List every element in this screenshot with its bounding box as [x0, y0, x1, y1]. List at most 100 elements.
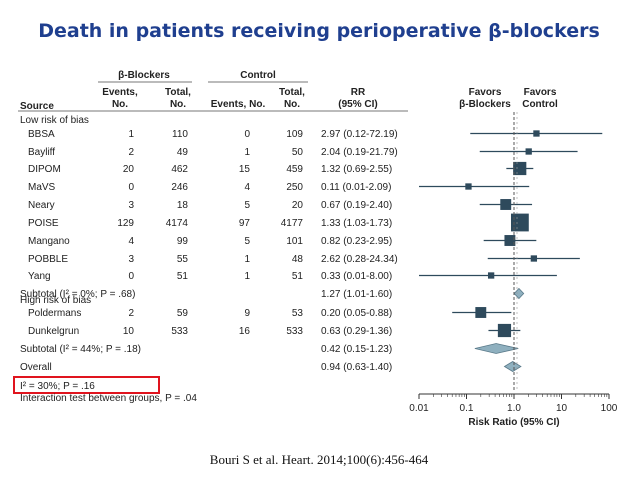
- row-bb-events: 1: [128, 129, 134, 140]
- point-estimate-marker: [497, 323, 512, 338]
- point-estimate-marker: [465, 183, 472, 190]
- row-bb-events: 2: [128, 308, 134, 319]
- row-rr-ci: 0.42 (0.15-1.23): [321, 344, 392, 355]
- footer-interaction-test: Interaction test between groups, P = .04: [20, 393, 197, 404]
- plot-area: 0.01 0.1 1.0 10 100 Risk Ratio (95% CI): [409, 112, 618, 428]
- i2-highlight-box: [13, 376, 160, 394]
- row-control-total: 4177: [281, 218, 304, 229]
- row-bb-total: 246: [171, 182, 188, 193]
- row-rr-ci: 1.32 (0.69-2.55): [321, 164, 392, 175]
- header-favors-control-1: Favors: [524, 87, 557, 98]
- row-bb-events: 10: [123, 326, 135, 337]
- header-control-total-2: No.: [284, 99, 300, 110]
- row-bb-total: 462: [171, 164, 188, 175]
- row-bb-total: 533: [171, 326, 188, 337]
- x-axis-tick-label: 1.0: [507, 403, 521, 414]
- point-estimate-marker: [533, 130, 540, 137]
- row-source: Overall: [20, 362, 52, 373]
- row-bb-events: 3: [128, 254, 134, 265]
- x-axis-label: Risk Ratio (95% CI): [468, 417, 559, 428]
- header-control-events: Events, No.: [211, 99, 266, 110]
- row-source: POBBLE: [28, 254, 68, 265]
- row-bb-total: 49: [177, 147, 189, 158]
- row-control-total: 533: [286, 326, 303, 337]
- row-source: Bayliff: [28, 147, 55, 158]
- row-source: Subtotal (I² = 44%; P = .18): [20, 344, 141, 355]
- row-bb-events: 0: [128, 182, 134, 193]
- row-bb-total: 51: [177, 271, 189, 282]
- row-rr-ci: 0.20 (0.05-0.88): [321, 308, 392, 319]
- x-axis-tick-label: 0.1: [460, 403, 474, 414]
- point-estimate-marker: [475, 307, 487, 318]
- row-rr-ci: 2.97 (0.12-72.19): [321, 129, 398, 140]
- row-rr-ci: 2.04 (0.19-21.79): [321, 147, 398, 158]
- footer-i2-overall: I² = 30%; P = .16: [20, 381, 95, 392]
- header-bb-total-2: No.: [170, 99, 186, 110]
- row-control-total: 51: [292, 271, 304, 282]
- row-rr-ci: 1.33 (1.03-1.73): [321, 218, 392, 229]
- row-control-events: 1: [244, 271, 250, 282]
- row-bb-total: 99: [177, 236, 189, 247]
- point-estimate-marker: [504, 235, 516, 246]
- header-bb-events-2: No.: [112, 99, 128, 110]
- header-bb-total-1: Total,: [165, 87, 191, 98]
- row-rr-ci: 0.94 (0.63-1.40): [321, 362, 392, 373]
- row-control-events: 5: [244, 200, 250, 211]
- row-control-events: 97: [239, 218, 251, 229]
- row-control-events: 9: [244, 308, 250, 319]
- row-bb-events: 3: [128, 200, 134, 211]
- row-bb-events: 4: [128, 236, 134, 247]
- row-bb-total: 59: [177, 308, 189, 319]
- row-source: Subtotal (I² = 0%; P = .68): [20, 289, 135, 300]
- header-rr-1: RR: [351, 87, 366, 98]
- row-rr-ci: 0.33 (0.01-8.00): [321, 271, 392, 282]
- header-source: Source: [20, 101, 54, 112]
- row-source: MaVS: [28, 182, 56, 193]
- row-source: Dunkelgrun: [28, 326, 79, 337]
- row-control-events: 16: [239, 326, 251, 337]
- row-control-events: 0: [244, 129, 250, 140]
- row-source: POISE: [28, 218, 59, 229]
- row-control-events: 1: [244, 254, 250, 265]
- header-group-beta: β-Blockers: [118, 70, 170, 81]
- row-source: DIPOM: [28, 164, 61, 175]
- x-axis-tick-label: 0.01: [409, 403, 429, 414]
- row-bb-total: 18: [177, 200, 189, 211]
- row-control-total: 459: [286, 164, 303, 175]
- row-control-total: 53: [292, 308, 304, 319]
- point-estimate-marker: [530, 255, 538, 262]
- row-bb-events: 0: [128, 271, 134, 282]
- row-rr-ci: 0.82 (0.23-2.95): [321, 236, 392, 247]
- row-control-events: 5: [244, 236, 250, 247]
- row-source: BBSA: [28, 129, 55, 140]
- citation: Bouri S et al. Heart. 2014;100(6):456-46…: [209, 452, 429, 467]
- section-low-risk: Low risk of bias: [20, 115, 89, 126]
- subtotal-diamond: [513, 287, 525, 300]
- row-control-events: 1: [244, 147, 250, 158]
- overall-diamond: [503, 361, 522, 372]
- row-control-events: 4: [244, 182, 250, 193]
- slide-title: Death in patients receiving perioperativ…: [38, 20, 600, 42]
- header-control-total-1: Total,: [279, 87, 305, 98]
- row-source: Poldermans: [28, 308, 81, 319]
- row-rr-ci: 2.62 (0.28-24.34): [321, 254, 398, 265]
- row-rr-ci: 0.11 (0.01-2.09): [321, 182, 391, 193]
- table-rows: BBSA 1 110 0 109 2.97 (0.12-72.19)Bayliff 2 49 1…: [20, 129, 398, 373]
- row-bb-events: 129: [117, 218, 134, 229]
- section-high-risk: High risk of bias: [20, 295, 91, 306]
- row-bb-events: 2: [128, 147, 134, 158]
- row-control-total: 109: [286, 129, 303, 140]
- row-bb-total: 110: [172, 129, 188, 140]
- row-bb-total: 4174: [166, 218, 189, 229]
- point-estimate-marker: [510, 213, 529, 232]
- row-source: Yang: [28, 271, 51, 282]
- row-rr-ci: 0.63 (0.29-1.36): [321, 326, 392, 337]
- header-rr-2: (95% CI): [338, 99, 377, 110]
- header-bb-events-1: Events,: [102, 87, 138, 98]
- x-axis-tick-label: 10: [556, 403, 568, 414]
- row-rr-ci: 0.67 (0.19-2.40): [321, 200, 392, 211]
- header-favors-control-2: Control: [522, 99, 558, 110]
- row-control-total: 20: [292, 200, 304, 211]
- x-axis-tick-label: 100: [601, 403, 618, 414]
